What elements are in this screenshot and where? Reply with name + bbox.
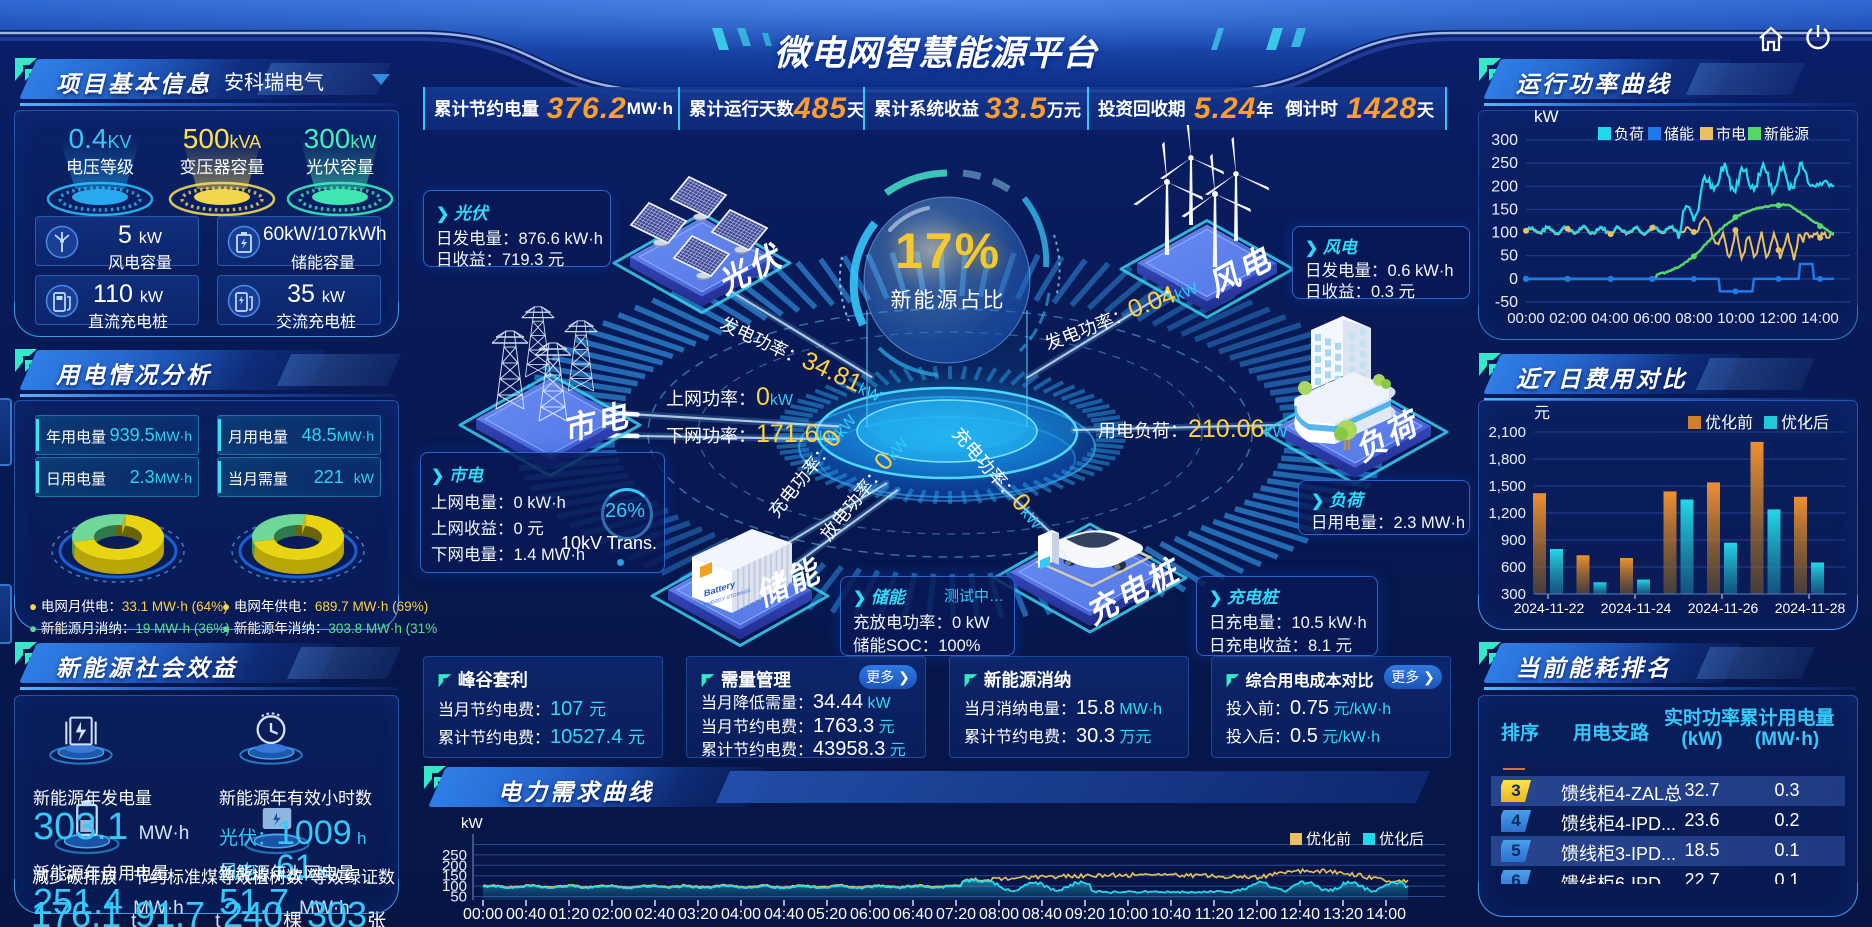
svg-text:优化前: 优化前	[1306, 831, 1351, 848]
svg-text:00:00: 00:00	[463, 906, 503, 923]
svg-text:储能: 储能	[1664, 126, 1694, 143]
svg-text:06:00: 06:00	[1633, 310, 1671, 327]
svg-text:06:40: 06:40	[893, 906, 933, 923]
svg-text:06:00: 06:00	[850, 906, 890, 923]
svg-text:03:20: 03:20	[678, 906, 718, 923]
svg-text:负荷: 负荷	[1614, 126, 1644, 143]
svg-text:10:00: 10:00	[1108, 906, 1148, 923]
svg-text:50: 50	[450, 889, 467, 906]
svg-text:2024-11-26: 2024-11-26	[1688, 600, 1759, 616]
svg-text:10:00: 10:00	[1717, 310, 1755, 327]
svg-text:08:40: 08:40	[1022, 906, 1062, 923]
svg-text:04:00: 04:00	[1591, 310, 1629, 327]
svg-text:100: 100	[1491, 225, 1518, 242]
svg-text:09:20: 09:20	[1065, 906, 1105, 923]
svg-text:2024-11-22: 2024-11-22	[1514, 600, 1585, 616]
svg-text:150: 150	[1491, 201, 1518, 218]
svg-text:600: 600	[1501, 559, 1526, 576]
svg-text:04:40: 04:40	[764, 906, 804, 923]
svg-text:250: 250	[442, 847, 467, 864]
svg-text:10:40: 10:40	[1151, 906, 1191, 923]
svg-text:2,100: 2,100	[1488, 424, 1526, 441]
svg-text:kW: kW	[1534, 107, 1559, 126]
svg-text:02:00: 02:00	[592, 906, 632, 923]
svg-text:08:00: 08:00	[979, 906, 1019, 923]
svg-text:优化后: 优化后	[1781, 414, 1829, 432]
svg-text:2024-11-24: 2024-11-24	[1601, 600, 1672, 616]
svg-text:150: 150	[442, 868, 467, 885]
svg-text:0: 0	[1509, 271, 1518, 288]
svg-text:00:40: 00:40	[506, 906, 546, 923]
svg-text:-50: -50	[1495, 294, 1518, 311]
svg-text:12:00: 12:00	[1759, 310, 1797, 327]
svg-text:1,200: 1,200	[1488, 505, 1526, 522]
svg-text:300: 300	[1491, 132, 1518, 149]
svg-text:200: 200	[1491, 178, 1518, 195]
svg-text:1,500: 1,500	[1488, 478, 1526, 495]
svg-text:市电: 市电	[1716, 126, 1746, 143]
svg-text:优化后: 优化后	[1379, 831, 1424, 848]
svg-text:11:20: 11:20	[1195, 906, 1234, 923]
svg-text:250: 250	[1491, 155, 1518, 172]
svg-text:14:00: 14:00	[1366, 906, 1406, 923]
svg-text:12:40: 12:40	[1280, 906, 1320, 923]
svg-text:13:20: 13:20	[1323, 906, 1363, 923]
svg-text:900: 900	[1501, 532, 1526, 549]
svg-text:100: 100	[442, 878, 467, 895]
svg-text:04:00: 04:00	[721, 906, 761, 923]
svg-text:kW: kW	[461, 815, 484, 832]
svg-text:14:00: 14:00	[1801, 310, 1839, 327]
svg-text:12:00: 12:00	[1237, 906, 1277, 923]
svg-text:300: 300	[1501, 586, 1526, 603]
svg-text:00:00: 00:00	[1507, 310, 1545, 327]
svg-text:01:20: 01:20	[549, 906, 589, 923]
svg-text:02:00: 02:00	[1549, 310, 1587, 327]
svg-text:元: 元	[1534, 405, 1550, 422]
svg-text:新能源: 新能源	[1764, 126, 1809, 143]
svg-text:50: 50	[1500, 248, 1518, 265]
svg-text:08:00: 08:00	[1675, 310, 1713, 327]
svg-text:优化前: 优化前	[1705, 414, 1753, 432]
svg-text:200: 200	[442, 857, 467, 874]
svg-text:05:20: 05:20	[807, 906, 847, 923]
svg-text:2024-11-28: 2024-11-28	[1775, 600, 1846, 616]
svg-text:02:40: 02:40	[635, 906, 675, 923]
svg-text:07:20: 07:20	[936, 906, 976, 923]
svg-text:1,800: 1,800	[1488, 451, 1526, 468]
